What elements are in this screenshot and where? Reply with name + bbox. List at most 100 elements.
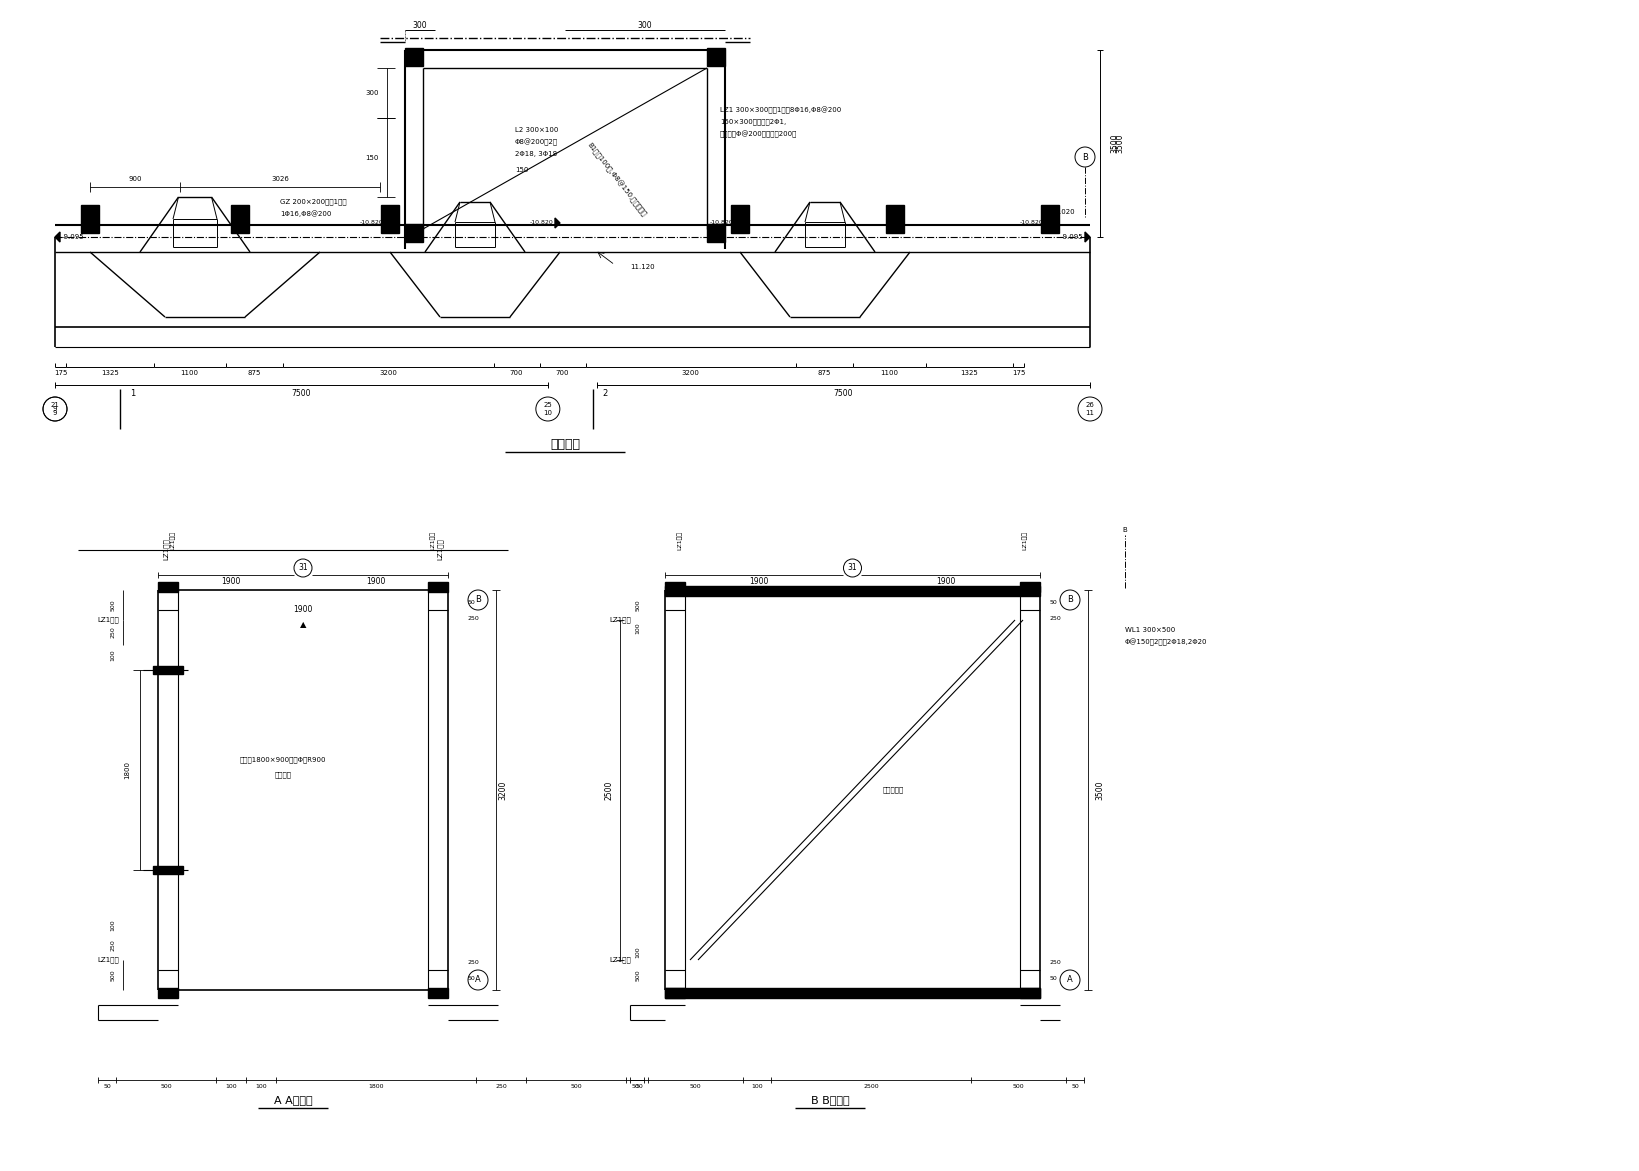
- Text: 300: 300: [365, 90, 379, 96]
- Text: LZ1边线: LZ1边线: [436, 539, 443, 560]
- Text: 875: 875: [818, 370, 831, 376]
- Text: LZ1边线: LZ1边线: [608, 957, 631, 964]
- Text: WL1 300×500: WL1 300×500: [1124, 626, 1175, 634]
- Text: -10.820: -10.820: [359, 220, 384, 226]
- Text: LZ1边线: LZ1边线: [677, 530, 682, 549]
- Text: 1900: 1900: [365, 577, 385, 587]
- Text: LZ1边线: LZ1边线: [1021, 530, 1028, 549]
- Text: 11.120: 11.120: [629, 263, 654, 271]
- Text: 26: 26: [1085, 403, 1093, 409]
- Text: 1: 1: [129, 390, 134, 398]
- Text: 25: 25: [543, 402, 552, 409]
- Bar: [885, 205, 903, 233]
- Polygon shape: [1085, 232, 1090, 242]
- Text: 1900: 1900: [749, 577, 769, 587]
- Text: ▲: ▲: [300, 621, 306, 630]
- Text: 500: 500: [690, 1084, 701, 1089]
- Text: 1900: 1900: [221, 577, 239, 587]
- Text: （余同）: （余同）: [274, 772, 292, 779]
- Bar: [157, 582, 179, 593]
- Bar: [664, 988, 685, 998]
- Text: 100: 100: [256, 1084, 267, 1089]
- Text: 11.020: 11.020: [1049, 208, 1074, 215]
- Text: 500: 500: [570, 1084, 582, 1089]
- Text: 1325: 1325: [102, 370, 120, 376]
- Text: 250: 250: [110, 939, 115, 951]
- Text: B: B: [475, 596, 480, 604]
- Text: 1800: 1800: [125, 761, 129, 779]
- Bar: [664, 582, 685, 593]
- Text: 3500: 3500: [1110, 133, 1118, 153]
- Bar: [428, 582, 447, 593]
- Text: 700: 700: [556, 370, 569, 376]
- Text: 500: 500: [636, 970, 641, 981]
- Text: 500: 500: [110, 600, 115, 611]
- Text: 500: 500: [161, 1084, 172, 1089]
- Text: 3500: 3500: [1095, 780, 1103, 800]
- Text: 2Φ18, 3Φ18: 2Φ18, 3Φ18: [515, 151, 557, 157]
- Text: 100: 100: [636, 946, 641, 958]
- Bar: [380, 205, 398, 233]
- Text: LZ1边线: LZ1边线: [162, 539, 169, 560]
- Text: 500: 500: [636, 600, 641, 611]
- Text: 875: 875: [247, 370, 261, 376]
- Bar: [231, 205, 249, 233]
- Text: Φ8@200（2）: Φ8@200（2）: [515, 138, 557, 145]
- Text: 50: 50: [467, 975, 475, 980]
- Text: 21: 21: [51, 403, 59, 409]
- Text: L2 300×100: L2 300×100: [515, 126, 557, 133]
- Polygon shape: [56, 232, 61, 242]
- Text: 2500: 2500: [605, 780, 613, 800]
- Text: LZ1 300×300（共1根）8Φ16,Φ8@200: LZ1 300×300（共1根）8Φ16,Φ8@200: [720, 107, 841, 114]
- Text: 31: 31: [298, 563, 308, 573]
- Text: 3200: 3200: [682, 370, 700, 376]
- Text: B1（厚100㎜,Φ8@150,双层双向）: B1（厚100㎜,Φ8@150,双层双向）: [585, 142, 647, 218]
- Text: 250: 250: [495, 1084, 506, 1089]
- Text: 3200: 3200: [498, 780, 506, 800]
- Text: 150: 150: [515, 167, 528, 173]
- Text: 50: 50: [1049, 975, 1057, 980]
- Text: 700: 700: [510, 370, 523, 376]
- Bar: [157, 988, 179, 998]
- Text: 1100: 1100: [180, 370, 198, 376]
- Bar: [664, 988, 1039, 998]
- Text: 50: 50: [634, 1084, 642, 1089]
- Text: 1325: 1325: [960, 370, 977, 376]
- Text: 7500: 7500: [292, 389, 311, 397]
- Text: LZ1边线: LZ1边线: [97, 617, 118, 623]
- Text: 50: 50: [103, 1084, 111, 1089]
- Text: 洞门，1800×900门页Φ圆R900: 洞门，1800×900门页Φ圆R900: [239, 756, 326, 763]
- Text: 3500: 3500: [1115, 133, 1123, 153]
- Text: 500: 500: [110, 970, 115, 981]
- Text: 150×300内配角筋2Φ1,: 150×300内配角筋2Φ1,: [720, 118, 785, 125]
- Text: LZ1边线: LZ1边线: [429, 530, 436, 549]
- Text: 500: 500: [1011, 1084, 1024, 1089]
- Text: -10.820: -10.820: [708, 220, 733, 226]
- Text: 3200: 3200: [379, 370, 397, 376]
- Text: B: B: [1082, 152, 1087, 162]
- Text: Φ@150（2），2Φ18,2Φ20: Φ@150（2），2Φ18,2Φ20: [1124, 638, 1206, 645]
- Text: LZ1边线: LZ1边线: [170, 530, 175, 549]
- Bar: [1019, 582, 1039, 593]
- Text: -10.820: -10.820: [529, 220, 552, 226]
- Bar: [731, 205, 749, 233]
- Bar: [152, 867, 184, 874]
- Text: 50: 50: [1049, 600, 1057, 604]
- Text: 11: 11: [1085, 410, 1093, 416]
- Bar: [706, 48, 724, 66]
- Bar: [1041, 205, 1059, 233]
- Bar: [1019, 988, 1039, 998]
- Text: 9: 9: [52, 406, 57, 412]
- Polygon shape: [554, 218, 559, 228]
- Text: 并门框筋Φ@200伸入柱内200。: 并门框筋Φ@200伸入柱内200。: [720, 130, 797, 138]
- Text: A A剖面图: A A剖面图: [274, 1095, 311, 1105]
- Text: B: B: [1067, 596, 1072, 604]
- Text: 150: 150: [365, 155, 379, 160]
- Text: 250: 250: [110, 626, 115, 638]
- Text: A: A: [1067, 975, 1072, 985]
- Text: 50: 50: [631, 1084, 639, 1089]
- Text: 100: 100: [110, 919, 115, 931]
- Text: 300: 300: [638, 21, 652, 29]
- Bar: [428, 988, 447, 998]
- Text: 9: 9: [52, 410, 57, 416]
